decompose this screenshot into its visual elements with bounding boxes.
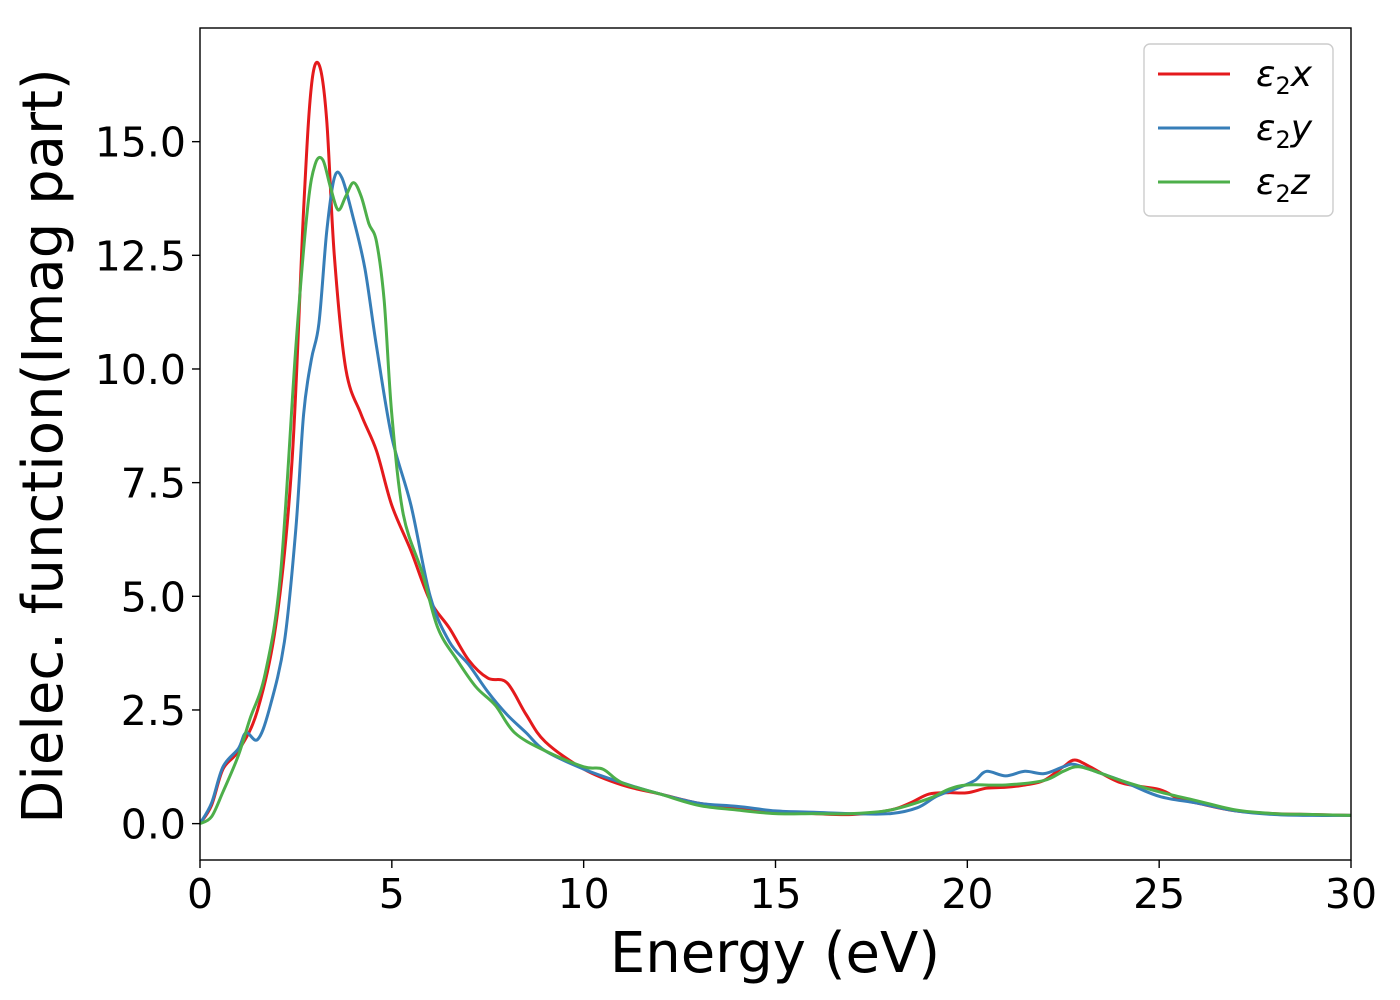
y-tick-label: 15.0	[95, 119, 186, 167]
x-tick-label: 5	[379, 870, 405, 918]
legend-label-x: ε2x	[1256, 54, 1313, 100]
y-axis-label: Dielec. function(Imag part)	[11, 68, 76, 824]
x-tick-label: 0	[187, 870, 213, 918]
y-tick-label: 5.0	[121, 573, 186, 621]
y-tick-label: 10.0	[95, 346, 186, 394]
x-tick-label: 30	[1325, 870, 1377, 918]
y-tick-label: 12.5	[95, 232, 186, 280]
x-tick-label: 10	[558, 870, 610, 918]
legend-label-z: ε2z	[1256, 162, 1311, 208]
series-line-z	[200, 155, 1351, 825]
x-tick-label: 15	[749, 870, 801, 918]
legend: ε2x ε2y ε2z	[1143, 43, 1334, 217]
y-tick-label: 0.0	[121, 801, 186, 849]
y-tick-label: 7.5	[121, 460, 186, 508]
series-layer	[200, 60, 1351, 825]
ticks-layer: 0 5 10 15 20 25 30 0.0 2.5 5.0 7.5 10.0 12.5 15.0	[95, 119, 1377, 918]
x-tick-label: 25	[1133, 870, 1185, 918]
x-axis-label: Energy (eV)	[610, 921, 940, 986]
legend-box	[1143, 43, 1334, 217]
x-tick-label: 20	[941, 870, 993, 918]
legend-label-y: ε2y	[1256, 108, 1313, 154]
y-tick-label: 2.5	[121, 687, 186, 735]
